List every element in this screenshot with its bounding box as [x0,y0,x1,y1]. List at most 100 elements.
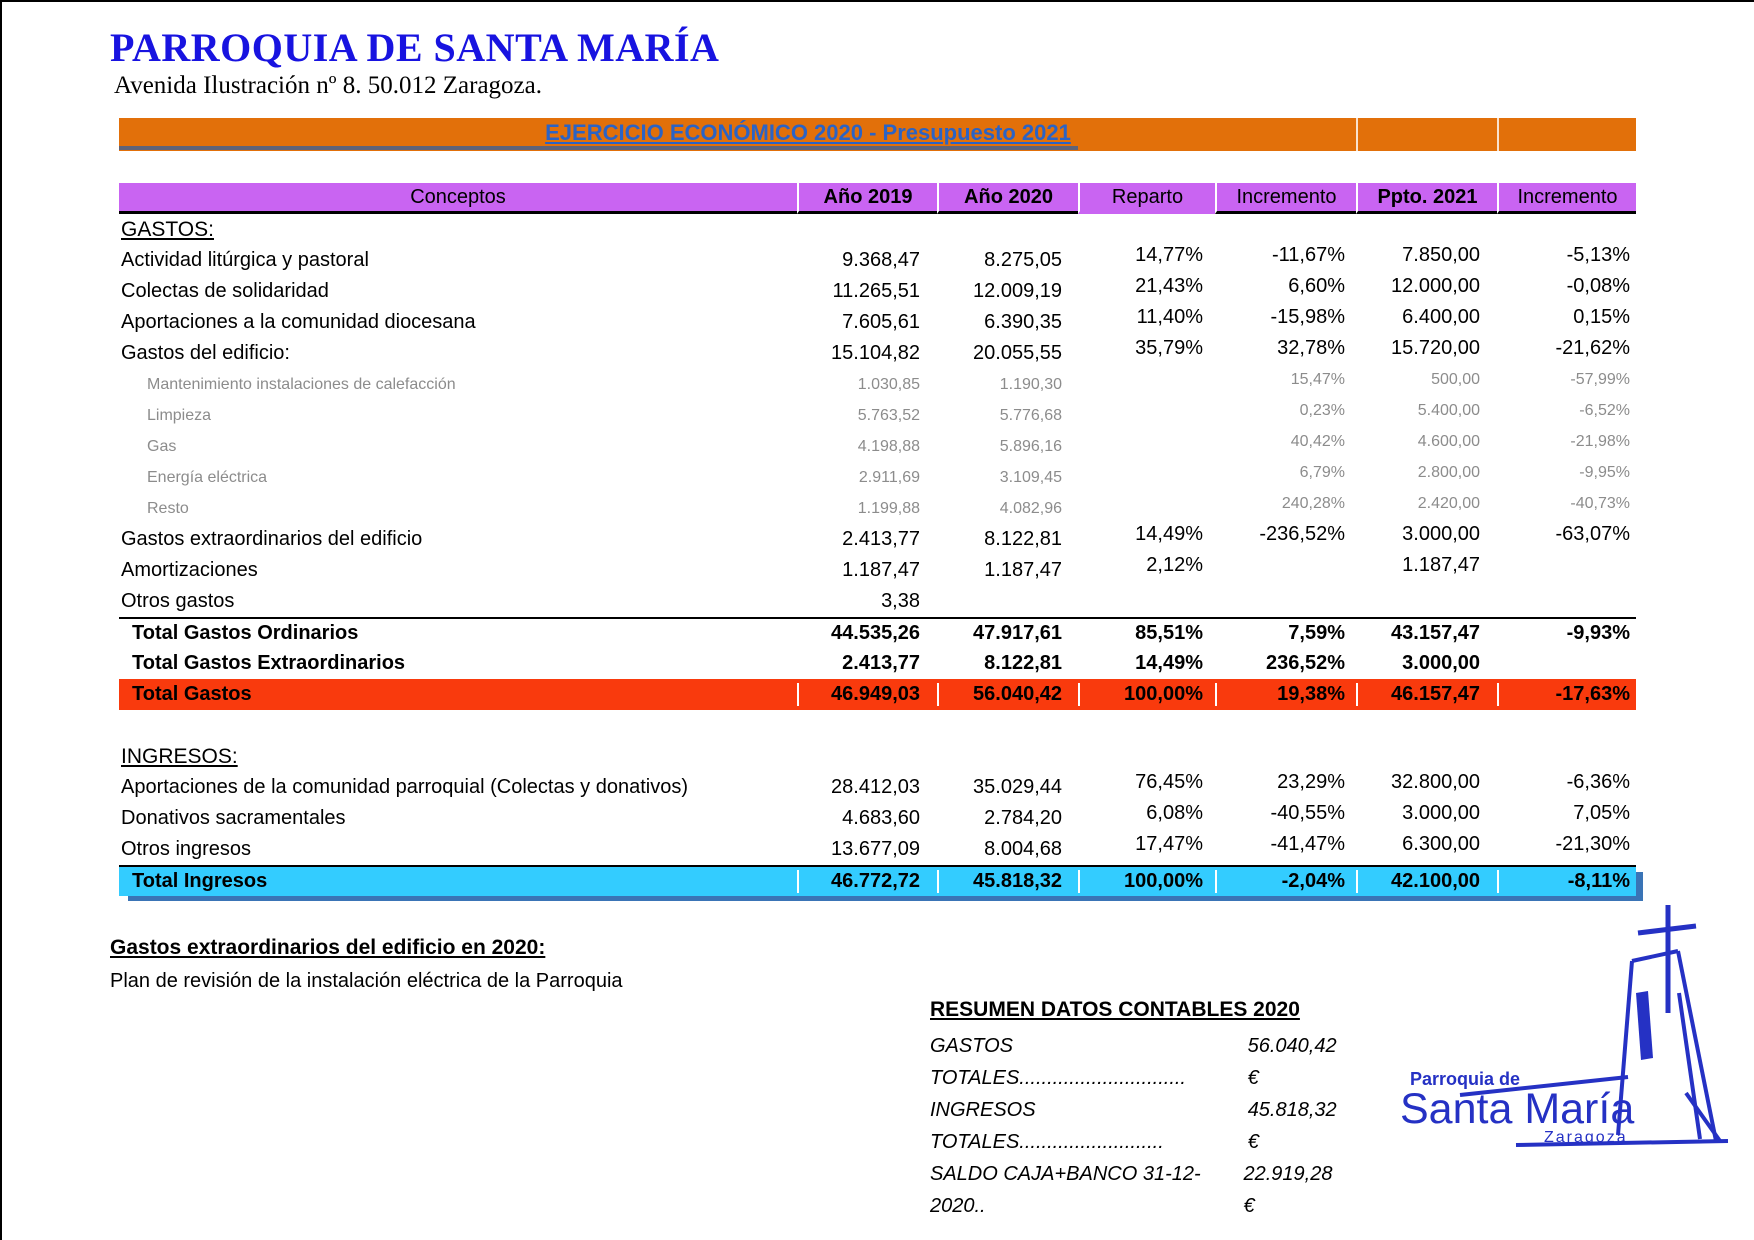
cell-value: 3.000,00 [1402,802,1480,824]
cell-value: 28.412,03 [831,776,920,798]
summary-line: SALDO CAJA+BANCO 31-12-2020.. 22.919,28 € [930,1158,1345,1222]
table-row: Donativos sacramentales 4.683,60 2.784,20 6… [119,802,1636,834]
table-header-row: Conceptos Año 2019 Año 2020 Reparto Incremen… [119,183,1636,214]
cell-value: 1.199,88 [857,499,920,517]
row-label: Otros gastos [121,590,235,612]
cell-value: 32,78% [1277,337,1345,359]
table-row: Total Gastos Extraordinarios 2.413,77 8.12… [119,648,1636,679]
row-label: Gastos extraordinarios del edificio [121,528,423,550]
cell-value: -40,73% [1570,494,1630,512]
cell-value: 500,00 [1431,370,1480,388]
cell-value: 19,38% [1215,683,1356,706]
cell-value: 5.896,16 [999,437,1062,455]
row-label: Gas [147,437,177,455]
row-label: Mantenimiento instalaciones de calefacci… [147,375,456,393]
cell-value: 0,23% [1299,401,1345,419]
cell-value: 44.535,26 [831,622,920,644]
cell-value: 3.000,00 [1402,652,1480,674]
cell-value: -6,36% [1566,771,1630,793]
cell-value: 7,59% [1288,622,1345,644]
cell-value: 32.800,00 [1391,771,1480,793]
cell-value: 12.000,00 [1391,275,1480,297]
cell-value: 100,00% [1078,683,1215,706]
column-header: Reparto [1078,183,1215,214]
cell-value: 8.275,05 [984,249,1062,271]
cell-value: 2.413,77 [842,652,920,674]
cell-value: 5.776,68 [999,406,1062,424]
cell-value: 6.400,00 [1402,306,1480,328]
cell-value: 85,51% [1135,622,1203,644]
extraordinary-expenses-heading: Gastos extraordinarios del edificio en 2… [110,936,546,959]
summary-line: INGRESOS TOTALES........................… [930,1094,1345,1158]
table-row: Total Gastos 46.949,03 56.040,42 100,00% 19,… [119,679,1636,710]
summary-title: RESUMEN DATOS CONTABLES 2020 [930,998,1300,1021]
cell-value: 1.190,30 [999,375,1062,393]
page-edge-left [0,0,2,1240]
cell-value: 8.122,81 [984,652,1062,674]
extraordinary-expenses-note: Plan de revisión de la instalación eléct… [110,970,623,992]
table-row: Amortizaciones 1.187,47 1.187,47 2,12% 1.187… [119,554,1636,586]
cell-value: 47.917,61 [973,622,1062,644]
summary-value: 45.818,32 € [1247,1099,1337,1153]
row-label: GASTOS: [121,217,214,241]
summary-line: GASTOS TOTALES..........................… [930,1030,1345,1094]
page-edge-top [0,0,1754,2]
row-label: INGRESOS: [121,744,238,768]
row-label: Resto [147,499,189,517]
cell-value: 35.029,44 [973,776,1062,798]
cell-value: 11,40% [1136,306,1203,328]
cell-value: 3,38 [881,590,920,612]
cell-value: 2,12% [1146,554,1203,576]
cell-value: -236,52% [1259,523,1345,545]
table-row: Aportaciones de la comunidad parroquial … [119,771,1636,803]
spacer-row [119,710,1636,741]
page-address: Avenida Ilustración nº 8. 50.012 Zaragoz… [114,72,542,99]
cell-value: 17,47% [1135,833,1203,855]
row-label: Energía eléctrica [147,468,268,486]
budget-table: Conceptos Año 2019 Año 2020 Reparto Incremen… [119,183,1636,896]
cell-value: 45.818,32 [937,870,1078,893]
cell-value: -40,55% [1270,802,1346,824]
table-row: Gastos del edificio: 15.104,82 20.055,55 35… [119,337,1636,369]
row-label: Donativos sacramentales [121,807,346,829]
cell-value: 2.784,20 [984,807,1062,829]
row-label: Colectas de solidaridad [121,280,329,302]
cell-value: -0,08% [1566,275,1630,297]
cell-value: 20.055,55 [973,342,1062,364]
banner-cell-separator [1497,118,1499,151]
cell-value: 3.109,45 [999,468,1062,486]
cell-value: 1.030,85 [857,375,920,393]
banner-underline [119,146,1078,150]
table-row: Energía eléctrica 2.911,69 3.109,45 6,79% 2.… [119,462,1636,493]
cell-value: 1.187,47 [984,559,1062,581]
cell-value: 3.000,00 [1402,523,1480,545]
table-row: Gas 4.198,88 5.896,16 40,42% 4.600,00 -21,98% [119,431,1636,462]
cell-value: 2.800,00 [1417,463,1480,481]
summary-value: 22.919,28 € [1243,1163,1333,1217]
cell-value: 6,60% [1288,275,1345,297]
cell-value: 14,77% [1135,244,1203,266]
row-label: Total Gastos Extraordinarios [132,652,406,674]
cell-value: -9,95% [1579,463,1630,481]
row-label: Aportaciones de la comunidad parroquial … [121,776,688,798]
row-label: Total Gastos [132,683,252,705]
cell-value: 40,42% [1290,432,1345,450]
row-label: Aportaciones a la comunidad diocesana [121,311,476,333]
cell-value: 236,52% [1266,652,1345,674]
cell-value: 4.198,88 [857,437,920,455]
cell-value: 8.004,68 [984,838,1062,860]
table-row: Mantenimiento instalaciones de calefacci… [119,369,1636,400]
cell-value: 4.683,60 [842,807,920,829]
cell-value: 240,28% [1281,494,1345,512]
table-row: Gastos extraordinarios del edificio 2.413… [119,523,1636,555]
table-body: GASTOS: Actividad litúrgica y pastoral 9.3… [119,214,1636,896]
row-label: Limpieza [147,406,212,424]
summary-label: GASTOS TOTALES..........................… [930,1035,1186,1089]
banner-cell-separator [1356,118,1358,151]
cell-value: -17,63% [1497,683,1636,706]
table-row: Aportaciones a la comunidad diocesana 7.6… [119,306,1636,338]
cell-value: 13.677,09 [831,838,920,860]
column-header: Incremento [1215,183,1356,214]
cell-value: -21,62% [1555,337,1631,359]
cell-value: 2.911,69 [858,468,920,486]
